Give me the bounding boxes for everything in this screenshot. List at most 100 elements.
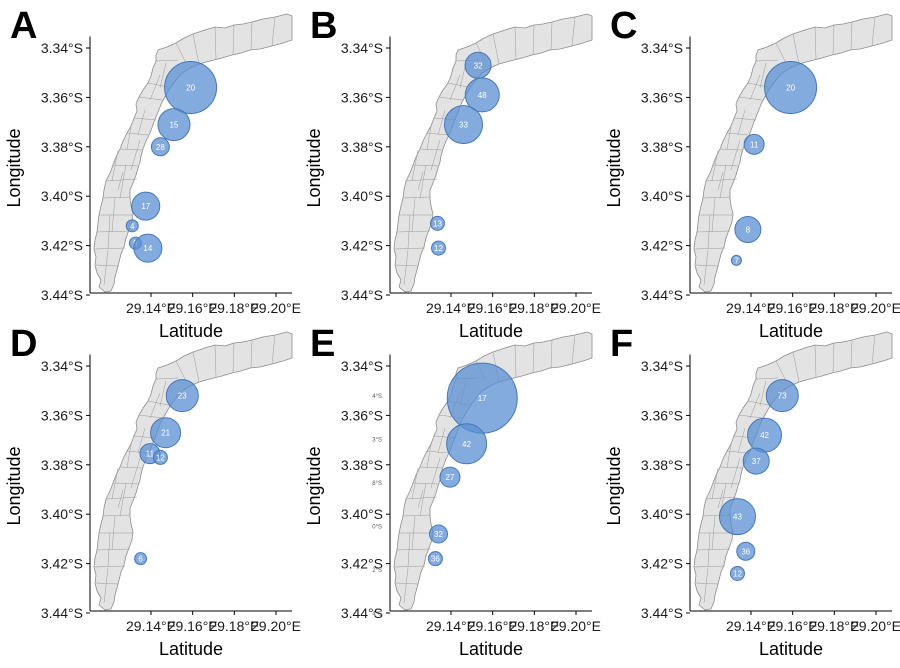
inner-tick-label: 4°S [372, 612, 382, 618]
commune-boundary [550, 339, 553, 369]
bubble-label: 42 [760, 431, 769, 440]
y-tick-label: 3.44°S [341, 287, 383, 303]
x-axis-title: Latitude [459, 639, 523, 659]
data-bubble [730, 254, 742, 266]
commune-boundary [426, 450, 449, 454]
commune-boundary [232, 342, 235, 374]
commune-boundary [759, 62, 767, 89]
bubble-label: 20 [186, 84, 195, 93]
inner-tick-label: 3°S [372, 438, 382, 444]
y-axis-title: Longitude [604, 446, 624, 525]
bubble-label: 32 [434, 530, 443, 539]
y-tick-label: 3.40°S [641, 188, 683, 204]
commune-boundary [707, 532, 711, 568]
commune-boundary [126, 125, 132, 151]
commune-boundary [871, 16, 876, 47]
bubble-label: 17 [478, 394, 487, 403]
commune-boundary [419, 164, 427, 199]
x-tick-label: 29.14°E [126, 300, 176, 316]
data-bubble [439, 466, 461, 488]
commune-boundary [394, 565, 426, 568]
panel-d: D3.34°S 3.36°S 3.38°S 3.40°S 3.42°S 3.44°S 29.… [4, 323, 301, 659]
panel-e: E 3.34°S 3.36°S 3.38°S 3.40°S 3.42°S 3.44°S 29.… [304, 323, 601, 659]
y-tick-label: 3.36°S [341, 89, 383, 105]
data-bubble [734, 216, 762, 244]
bubble-label: 73 [778, 392, 787, 401]
commune-boundary [737, 427, 746, 454]
y-axis-title: Longitude [4, 446, 24, 525]
commune-boundary [719, 164, 727, 199]
x-tick-label: 29.20°E [851, 300, 900, 316]
commune-boundary [94, 247, 126, 250]
commune-boundary [137, 427, 146, 454]
commune-boundary [407, 214, 411, 250]
commune-boundary [411, 515, 416, 551]
data-bubble [718, 498, 756, 536]
district-outline [93, 13, 293, 293]
commune-boundary [702, 196, 731, 199]
data-bubble [464, 77, 500, 113]
district-map [93, 13, 293, 293]
data-bubble [736, 541, 756, 561]
y-tick-label: 3.38°S [641, 457, 683, 473]
y-axis-title: Longitude [304, 446, 324, 525]
bubble-label: 4 [130, 222, 135, 231]
district-map [393, 13, 593, 293]
commune-boundary [96, 548, 131, 551]
inner-tick-label: 4°S [372, 394, 382, 400]
commune-boundary [271, 334, 276, 365]
data-bubble [427, 551, 443, 567]
y-tick-label: 3.44°S [41, 605, 83, 621]
x-tick-label: 29.16°E [468, 618, 518, 634]
commune-boundary [719, 148, 743, 151]
bubbles: 23 21 11 12 6 [134, 379, 199, 566]
x-tick-label: 29.18°E [209, 618, 259, 634]
y-tick-label: 3.38°S [341, 457, 383, 473]
panel-letter-a: A [10, 5, 37, 47]
commune-boundary [130, 457, 141, 489]
commune-boundary [571, 16, 576, 47]
commune-boundary [814, 26, 817, 60]
district-map [693, 13, 893, 293]
commune-boundary [395, 582, 419, 585]
x-tick-label: 29.18°E [209, 300, 259, 316]
bubble-label: 32 [474, 61, 483, 70]
commune-boundary [402, 514, 431, 517]
commune-boundary [696, 548, 731, 551]
x-tick-label: 29.14°E [726, 300, 776, 316]
bubble-label: 33 [459, 121, 468, 130]
commune-boundary [250, 21, 253, 51]
commune-boundary [102, 514, 131, 517]
x-tick-label: 29.16°E [168, 300, 218, 316]
y-tick-label: 3.40°S [41, 506, 83, 522]
data-bubble [446, 423, 488, 465]
x-tick-label: 29.16°E [168, 618, 218, 634]
commune-boundary [159, 62, 167, 89]
panel-letter-b: B [310, 5, 337, 47]
bubble-label: 11 [146, 450, 155, 459]
commune-boundary [155, 377, 179, 380]
y-tick-label: 3.44°S [41, 287, 83, 303]
x-axis-title: Latitude [159, 639, 223, 659]
panel-letter-c: C [610, 5, 637, 47]
bubbles: 17 42 27 32 36 [427, 362, 518, 567]
commune-boundary [532, 342, 535, 374]
commune-boundary [733, 117, 757, 121]
bubble-label: 36 [431, 555, 440, 564]
district-outline [693, 13, 893, 293]
commune-boundary [711, 197, 716, 233]
y-tick-label: 3.38°S [641, 139, 683, 155]
y-tick-label: 3.34°S [341, 40, 383, 56]
commune-boundary [871, 334, 876, 365]
commune-boundary [119, 466, 143, 469]
commune-boundary [695, 582, 719, 585]
y-tick-label: 3.42°S [41, 556, 83, 572]
commune-boundary [403, 249, 409, 286]
commune-boundary [792, 33, 800, 65]
y-tick-label: 3.34°S [41, 40, 83, 56]
commune-boundary [426, 132, 449, 136]
bubble-label: 21 [161, 429, 170, 438]
data-bubble [150, 137, 170, 157]
district-outline [393, 13, 593, 293]
